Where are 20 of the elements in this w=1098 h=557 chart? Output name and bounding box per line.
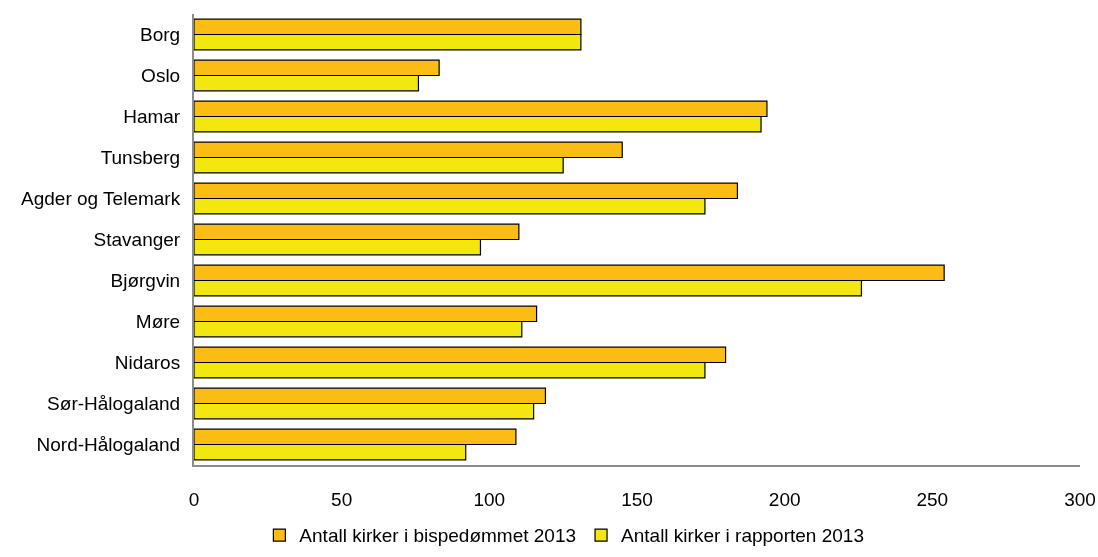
y-tick-label: Møre <box>135 311 181 333</box>
x-tick-label: 50 <box>331 488 353 510</box>
legend-label: Antall kirker i bispedømmet 2013 <box>299 525 577 547</box>
y-tick-label: Nord-Hålogaland <box>36 434 181 456</box>
x-tick-label: 150 <box>621 488 653 510</box>
y-tick-label: Sør-Hålogaland <box>47 393 181 415</box>
y-tick-label: Stavanger <box>93 229 181 251</box>
legend-label: Antall kirker i rapporten 2013 <box>621 525 864 547</box>
x-tick-label: 0 <box>188 488 200 510</box>
x-tick-label: 200 <box>768 488 801 510</box>
y-tick-label: Bjørgvin <box>110 270 181 292</box>
y-tick-label: Oslo <box>141 65 181 87</box>
x-tick-label: 250 <box>916 488 949 510</box>
y-tick-label: Tunsberg <box>100 147 181 169</box>
x-tick-label: 300 <box>1064 488 1096 510</box>
y-tick-label: Borg <box>140 24 181 46</box>
y-tick-label: Agder og Telemark <box>21 188 181 210</box>
y-tick-label: Hamar <box>123 106 181 128</box>
x-tick-label: 100 <box>473 488 506 510</box>
y-tick-label: Nidaros <box>114 352 181 374</box>
